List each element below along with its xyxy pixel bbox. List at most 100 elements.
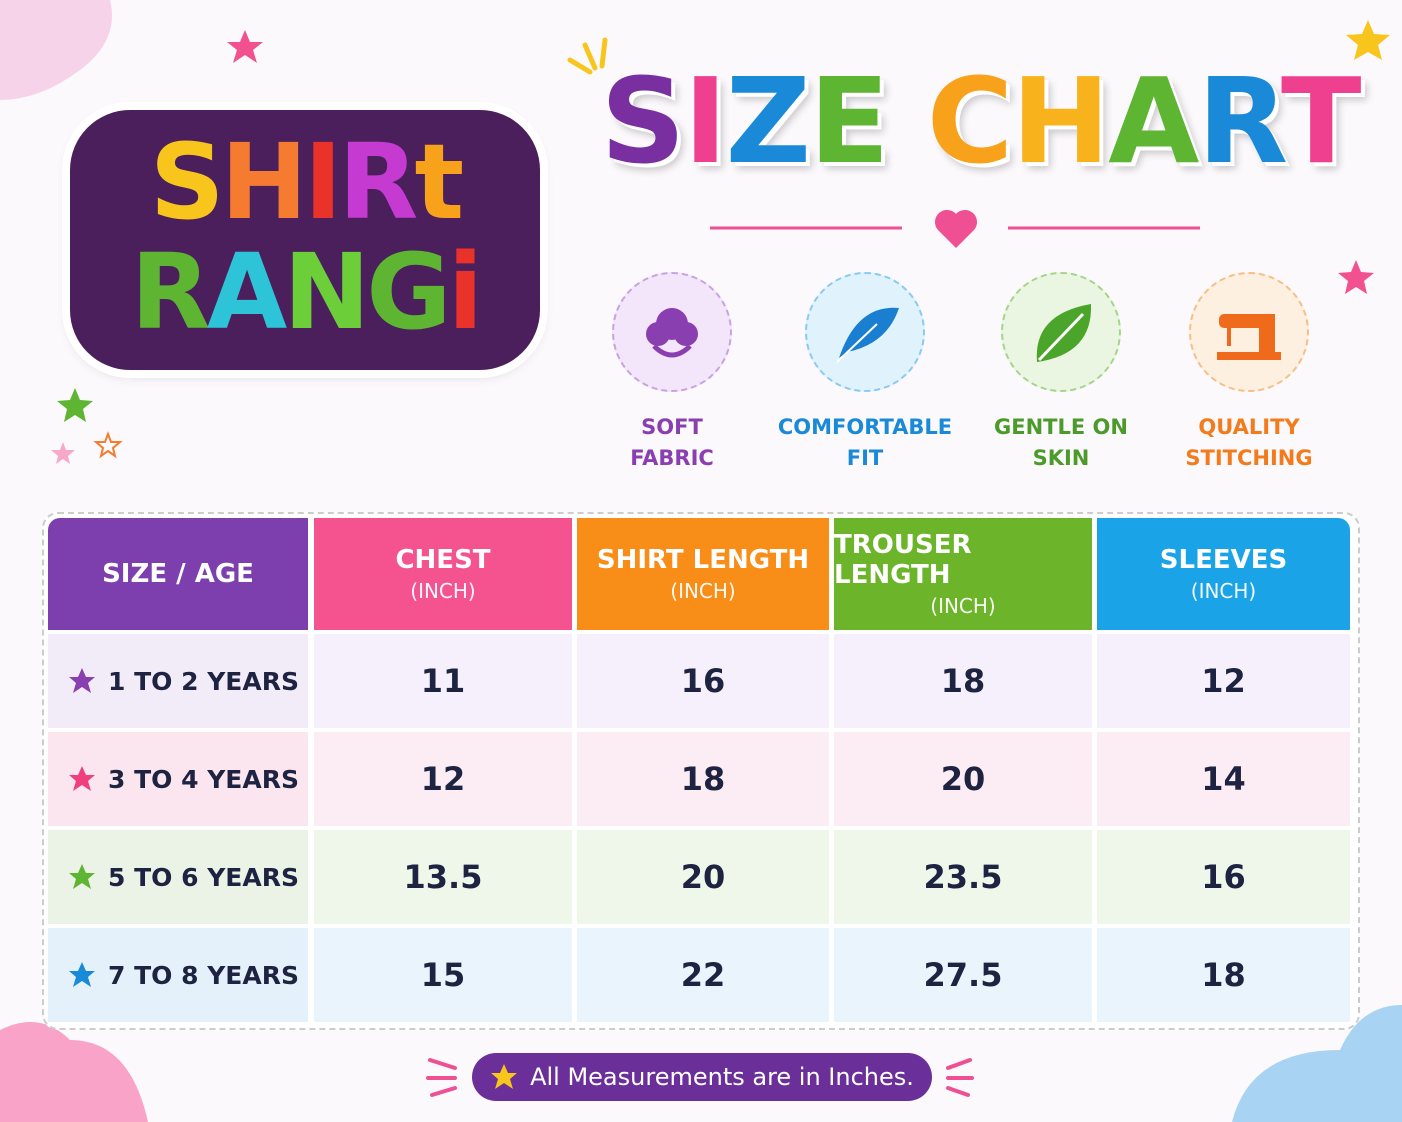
value: 18 bbox=[680, 760, 726, 798]
row-star bbox=[68, 961, 108, 989]
value: 11 bbox=[420, 662, 466, 700]
star bbox=[69, 864, 95, 889]
feature-icon bbox=[805, 272, 925, 392]
value-cell: 14 bbox=[1097, 732, 1350, 826]
header-cell: TROUSER LENGTH (INCH) bbox=[834, 518, 1092, 630]
icon bbox=[646, 308, 698, 358]
star bbox=[69, 962, 95, 987]
value: 20 bbox=[940, 760, 986, 798]
letter: C bbox=[926, 52, 1014, 190]
letter: A bbox=[1108, 52, 1199, 190]
letter: T bbox=[1280, 52, 1361, 190]
value: 15 bbox=[420, 956, 466, 994]
letter: H bbox=[220, 121, 308, 243]
age-cell: 3 TO 4 YEARS bbox=[48, 732, 308, 826]
value: 27.5 bbox=[923, 956, 1003, 994]
value-cell: 20 bbox=[834, 732, 1092, 826]
letter: I bbox=[683, 52, 728, 190]
title: SIZE CHART bbox=[600, 52, 1362, 190]
feature: COMFORTABLE FIT bbox=[765, 272, 965, 474]
heart bbox=[934, 209, 978, 248]
letter: R bbox=[1197, 52, 1283, 190]
header-title: TROUSER LENGTH bbox=[834, 530, 972, 590]
row-star bbox=[68, 667, 108, 695]
logo-line: SHIRt bbox=[70, 130, 540, 234]
value-cell: 12 bbox=[314, 732, 572, 826]
star bbox=[227, 30, 263, 63]
value: 12 bbox=[1201, 662, 1246, 700]
age-label: 3 TO 4 YEARS bbox=[108, 764, 299, 794]
value: 16 bbox=[680, 662, 726, 700]
note: All Measurements are in Inches. bbox=[472, 1053, 932, 1101]
feature-label-line: COMFORTABLE bbox=[777, 415, 953, 439]
value-cell: 18 bbox=[577, 732, 829, 826]
icon bbox=[1036, 304, 1092, 362]
letter: I bbox=[303, 121, 343, 243]
header-cell: SHIRT LENGTH (INCH) bbox=[577, 518, 829, 630]
value-cell: 20 bbox=[577, 830, 829, 924]
value: 20 bbox=[680, 858, 726, 896]
size-table: SIZE / AGE CHEST (INCH) SHIRT LENGTH (INCH) T… bbox=[42, 512, 1360, 1030]
value-cell: 12 bbox=[1097, 634, 1350, 728]
letter: Z bbox=[725, 52, 811, 190]
feature-label-line: GENTLE ON bbox=[994, 415, 1128, 439]
value: 18 bbox=[1201, 956, 1246, 994]
age-cell: 1 TO 2 YEARS bbox=[48, 634, 308, 728]
value: 13.5 bbox=[403, 858, 483, 896]
value-cell: 13.5 bbox=[314, 830, 572, 924]
feature-label: QUALITY STITCHING bbox=[1149, 412, 1349, 474]
feature: SOFT FABRIC bbox=[572, 272, 772, 474]
feature: GENTLE ON SKIN bbox=[961, 272, 1161, 474]
header-title: SLEEVES bbox=[1159, 545, 1288, 575]
letter: R bbox=[338, 121, 418, 243]
header-cell: CHEST (INCH) bbox=[314, 518, 572, 630]
feature-label: COMFORTABLE FIT bbox=[765, 412, 965, 474]
star bbox=[69, 766, 95, 791]
star bbox=[1346, 20, 1390, 60]
logo-line: RANGi bbox=[70, 240, 540, 344]
feature-label-line: SKIN bbox=[1032, 446, 1090, 470]
value-cell: 18 bbox=[1097, 928, 1350, 1022]
row-star bbox=[68, 863, 108, 891]
feature-label-line: STITCHING bbox=[1185, 446, 1313, 470]
age-label: 7 TO 8 YEARS bbox=[108, 960, 299, 990]
value: 23.5 bbox=[923, 858, 1003, 896]
value-cell: 22 bbox=[577, 928, 829, 1022]
age-label: 5 TO 6 YEARS bbox=[108, 862, 299, 892]
age-cell: 7 TO 8 YEARS bbox=[48, 928, 308, 1022]
value-cell: 27.5 bbox=[834, 928, 1092, 1022]
letter: N bbox=[283, 231, 370, 353]
letter: S bbox=[149, 121, 225, 243]
value: 18 bbox=[940, 662, 986, 700]
value-cell: 16 bbox=[1097, 830, 1350, 924]
letter: E bbox=[809, 52, 890, 190]
feature-label: SOFT FABRIC bbox=[572, 412, 772, 474]
star bbox=[57, 388, 93, 422]
feature-icon bbox=[1189, 272, 1309, 392]
cloud bbox=[1232, 1005, 1402, 1122]
value-cell: 11 bbox=[314, 634, 572, 728]
star bbox=[491, 1064, 518, 1089]
value-cell: 16 bbox=[577, 634, 829, 728]
letter: R bbox=[130, 231, 211, 353]
header-cell: SLEEVES (INCH) bbox=[1097, 518, 1350, 630]
letter: H bbox=[1011, 52, 1110, 190]
sparkle bbox=[567, 37, 608, 75]
letter: t bbox=[414, 121, 465, 243]
header-unit: (INCH) bbox=[1190, 579, 1257, 603]
feature-label: GENTLE ON SKIN bbox=[961, 412, 1161, 474]
value: 22 bbox=[680, 956, 726, 994]
star bbox=[51, 442, 75, 464]
cloud bbox=[0, 0, 112, 100]
header-title: SIZE / AGE bbox=[102, 559, 254, 589]
header-title: CHEST bbox=[395, 545, 491, 575]
feature-icon bbox=[612, 272, 732, 392]
star bbox=[69, 668, 95, 693]
age-label: 1 TO 2 YEARS bbox=[108, 666, 299, 696]
row-star bbox=[68, 765, 108, 793]
note-text: All Measurements are in Inches. bbox=[530, 1063, 914, 1091]
value: 12 bbox=[420, 760, 466, 798]
letter: S bbox=[600, 52, 686, 190]
feature-label-line: FABRIC bbox=[630, 446, 714, 470]
